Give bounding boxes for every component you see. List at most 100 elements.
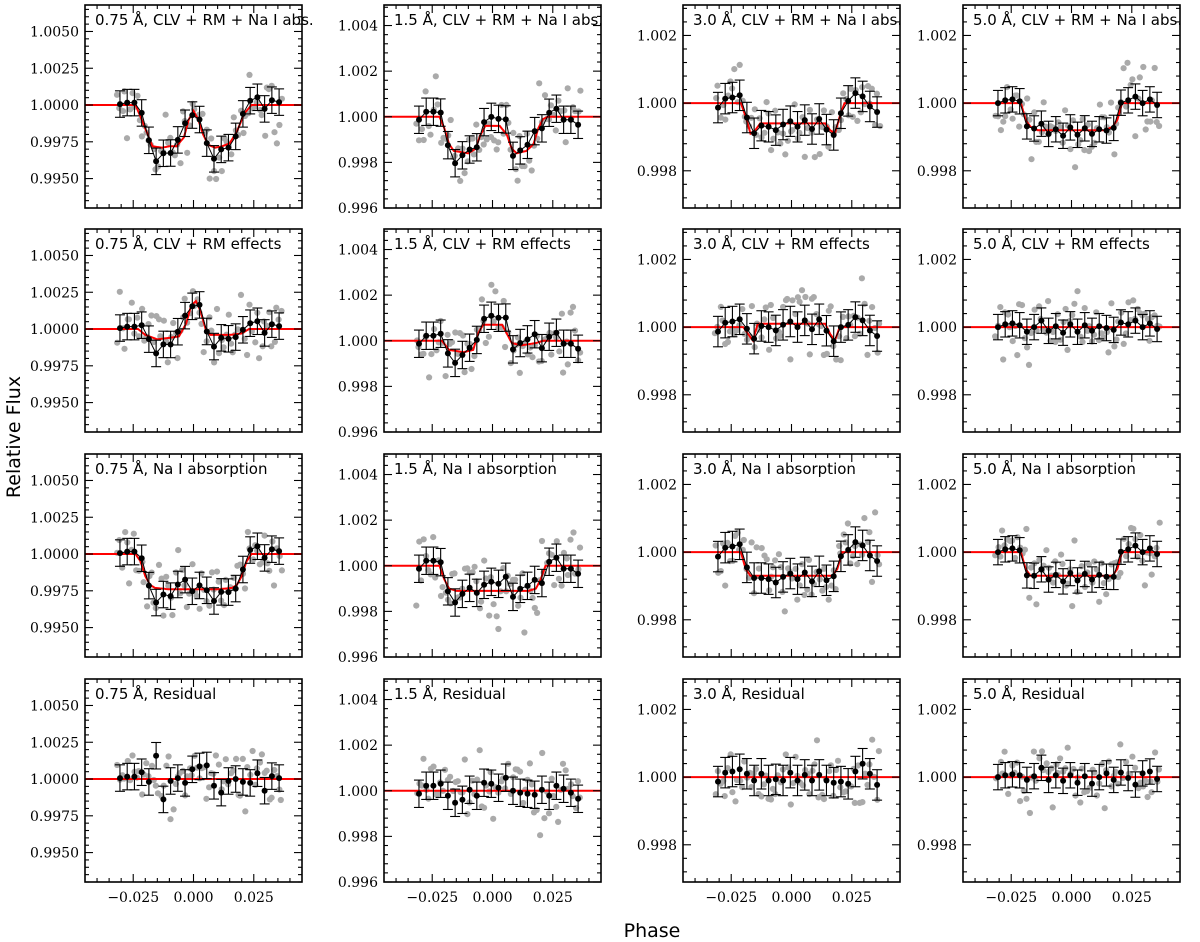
raw-point: [241, 585, 249, 592]
binned-point: [712, 540, 723, 573]
binned-point: [114, 314, 125, 342]
raw-point: [1040, 99, 1047, 106]
raw-point: [160, 612, 167, 619]
raw-point: [874, 349, 881, 356]
binned-point: [565, 329, 576, 359]
binned-point: [835, 311, 846, 343]
raw-point: [820, 796, 828, 803]
raw-point: [126, 580, 133, 587]
raw-point: [1009, 338, 1016, 345]
raw-point: [216, 154, 223, 161]
raw-point: [562, 767, 569, 774]
binned-point: [1094, 116, 1105, 143]
raw-point: [114, 339, 121, 346]
raw-point: [442, 373, 449, 380]
raw-point: [862, 770, 869, 777]
raw-point: [1111, 343, 1118, 350]
binned-point: [1144, 310, 1155, 337]
raw-point: [1017, 798, 1024, 805]
raw-point: [124, 757, 131, 765]
raw-point: [233, 755, 240, 763]
raw-point: [181, 582, 188, 589]
raw-point: [766, 346, 773, 353]
raw-point: [426, 374, 433, 381]
raw-point: [722, 116, 729, 123]
binned-point: [500, 562, 511, 592]
panel-clv_rm-0_75: 0.9950 0.9975 1.0000 1.0025 1.0050 0.75 Å, CL…: [30, 228, 303, 433]
raw-point: [1058, 551, 1065, 558]
binned-point: [544, 547, 555, 576]
binned-point: [806, 313, 817, 346]
binned-point: [1079, 312, 1090, 339]
raw-point: [539, 749, 546, 757]
raw-point: [840, 90, 847, 97]
y-tick-label: 1.002: [917, 252, 957, 268]
binned-point: [720, 82, 731, 115]
raw-point: [514, 177, 521, 184]
raw-point: [787, 801, 794, 808]
raw-point: [520, 799, 527, 807]
binned-point: [274, 88, 285, 116]
raw-point: [482, 339, 489, 347]
binned-point: [515, 136, 526, 165]
binned-point: [237, 768, 248, 796]
raw-point: [521, 629, 528, 636]
binned-point: [756, 310, 767, 342]
binned-point: [471, 578, 482, 608]
raw-point: [511, 576, 519, 583]
binned-point: [778, 764, 789, 797]
binned-point: [515, 328, 526, 358]
raw-point: [457, 177, 464, 184]
binned-point: [749, 117, 760, 150]
raw-point: [264, 560, 271, 567]
binned-point: [1152, 540, 1163, 568]
raw-point: [1093, 309, 1100, 316]
binned-point: [749, 322, 760, 355]
raw-point: [1085, 561, 1092, 568]
raw-point: [1100, 580, 1107, 587]
raw-point: [868, 578, 876, 586]
raw-point: [559, 760, 567, 767]
y-tick-label: 1.0025: [30, 285, 79, 301]
panel-grid: 0.9950 0.9975 1.0000 1.0025 1.0050 0.75 Å, CL…: [30, 4, 1182, 906]
binned-point: [1123, 764, 1134, 792]
raw-point: [237, 291, 245, 298]
binned-point: [992, 313, 1003, 341]
raw-point: [548, 551, 555, 558]
raw-point: [1124, 59, 1131, 66]
binned-point: [806, 565, 817, 598]
binned-point: [165, 582, 176, 610]
binned-point: [1065, 311, 1076, 338]
raw-point: [1021, 546, 1028, 553]
binned-point: [413, 329, 424, 359]
y-tick-label: 1.0050: [30, 473, 79, 489]
raw-point: [837, 784, 844, 791]
binned-point: [493, 303, 504, 333]
binned-point: [835, 765, 846, 798]
raw-point: [1117, 741, 1124, 748]
binned-point: [551, 543, 562, 572]
raw-point: [516, 768, 524, 775]
raw-point: [753, 544, 760, 551]
binned-point: [1130, 771, 1141, 798]
raw-point: [461, 170, 468, 177]
binned-point: [1072, 121, 1083, 149]
raw-point: [821, 565, 828, 572]
raw-point: [276, 121, 283, 129]
binned-point: [785, 756, 796, 789]
panel-title: 5.0 Å, Na I absorption: [973, 459, 1136, 478]
raw-point: [1120, 340, 1127, 347]
raw-point: [859, 799, 866, 806]
binned-point: [1115, 89, 1126, 116]
raw-point: [806, 106, 814, 114]
binned-point: [835, 540, 846, 573]
binned-point: [565, 554, 576, 584]
raw-point: [548, 351, 555, 358]
binned-point: [1101, 314, 1112, 342]
raw-point: [165, 139, 172, 146]
binned-point: [507, 141, 518, 171]
panel-residual-3_0: 0.998 1.000 1.002 −0.025 0.000 0.025 3.0 Å, Re…: [637, 678, 901, 906]
binned-point: [785, 557, 796, 590]
raw-point: [222, 576, 229, 584]
